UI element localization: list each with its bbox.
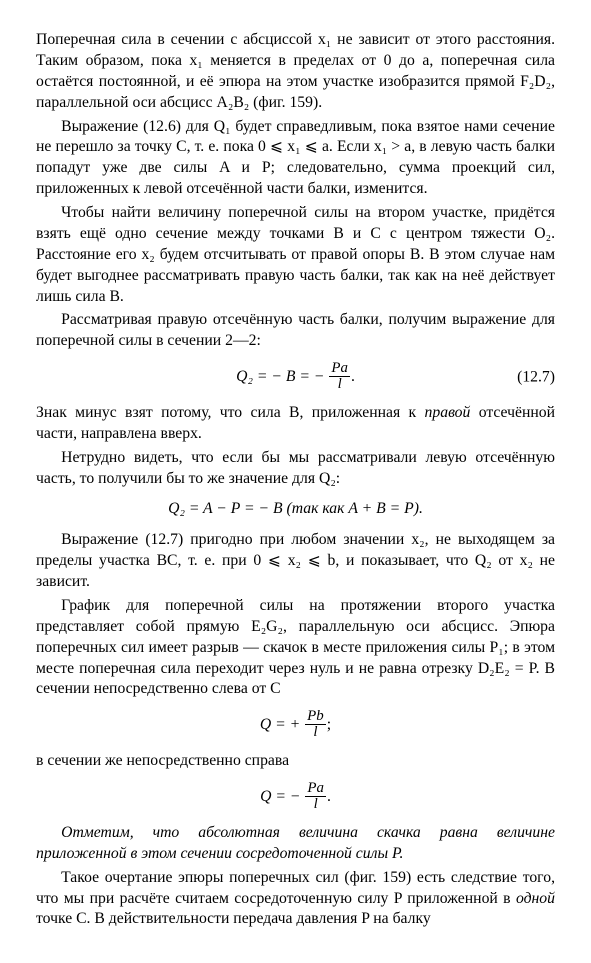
eq-lhs: Q = − [260, 788, 300, 805]
italic-text: Отметим, что абсолютная величина скачка … [36, 824, 555, 862]
eq-fraction: Pa l [305, 781, 326, 812]
equation-inline-1: Q₂ = A − P = − B (так как A + B = P). [36, 499, 555, 520]
paragraph-5: Знак минус взят потому, что сила B, прил… [36, 403, 555, 445]
body-text: Знак минус взят потому, что сила B, прил… [36, 404, 425, 421]
paragraph-11: Такое очертание эпюры поперечных сил (фи… [36, 868, 555, 931]
body-text: Выражение (12.6) для Q₁ будет справедлив… [36, 118, 555, 198]
eq-tail: ; [327, 716, 331, 733]
eq-frac-den: l [305, 797, 326, 812]
paragraph-6: Нетрудно видеть, что если бы мы рассматр… [36, 448, 555, 490]
body-text: Такое очертание эпюры поперечных сил (фи… [36, 869, 555, 907]
eq-tail: . [327, 788, 331, 805]
eq-frac-den: l [305, 725, 326, 740]
eq-frac-num: Pa [329, 361, 350, 377]
equation-q-minus: Q = − Pa l . [36, 782, 555, 813]
paragraph-10-italic: Отметим, что абсолютная величина скачка … [36, 823, 555, 865]
body-text: Поперечная сила в сечении с абсциссой x₁… [36, 31, 555, 111]
eq-lhs: Q = + [260, 716, 300, 733]
eq-lhs: Q₂ = − B = − [236, 368, 324, 385]
eq-fraction: Pb l [305, 709, 326, 740]
equation-number: (12.7) [517, 367, 555, 388]
equation-12-7: Q₂ = − B = − Pa l . (12.7) [36, 362, 555, 393]
italic-text: правой [425, 404, 471, 421]
body-text: в сечении же непосредственно справа [36, 752, 289, 769]
eq-frac-num: Pb [305, 709, 326, 725]
eq-text: Q₂ = A − P = − B (так как A + B = P). [168, 500, 423, 517]
eq-frac-den: l [329, 377, 350, 392]
paragraph-4: Рассматривая правую отсечённую часть бал… [36, 310, 555, 352]
paragraph-1: Поперечная сила в сечении с абсциссой x₁… [36, 30, 555, 114]
eq-tail: . [351, 368, 355, 385]
equation-q-plus: Q = + Pb l ; [36, 710, 555, 741]
paragraph-7: Выражение (12.7) пригодно при любом знач… [36, 530, 555, 593]
body-text: точке C. В действительности передача дав… [36, 910, 431, 927]
body-text: Нетрудно видеть, что если бы мы рассматр… [36, 449, 555, 487]
paragraph-2: Выражение (12.6) для Q₁ будет справедлив… [36, 117, 555, 201]
paragraph-3: Чтобы найти величину поперечной силы на … [36, 203, 555, 307]
eq-fraction: Pa l [329, 361, 350, 392]
italic-text: одной [516, 890, 555, 907]
body-text: Чтобы найти величину поперечной силы на … [36, 204, 555, 305]
paragraph-8: График для поперечной силы на протяжении… [36, 596, 555, 700]
body-text: Выражение (12.7) пригодно при любом знач… [36, 531, 555, 590]
eq-frac-num: Pa [305, 781, 326, 797]
paragraph-9: в сечении же непосредственно справа [36, 751, 555, 772]
body-text: Рассматривая правую отсечённую часть бал… [36, 311, 555, 349]
body-text: График для поперечной силы на протяжении… [36, 597, 555, 698]
